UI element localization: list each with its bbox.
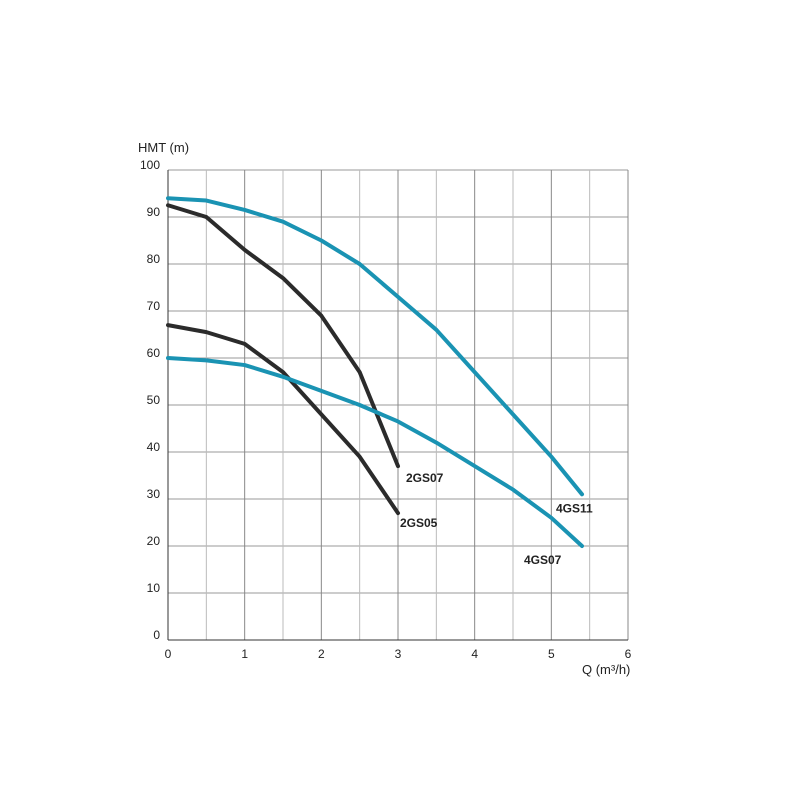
y-tick-label: 20 [147, 534, 161, 548]
y-tick-label: 10 [147, 581, 161, 595]
y-tick-label: 30 [147, 487, 161, 501]
series-label: 2GS07 [406, 471, 444, 485]
series-line [166, 323, 400, 516]
x-tick-label: 1 [241, 647, 248, 661]
x-tick-label: 4 [471, 647, 478, 661]
series-label: 2GS05 [400, 516, 438, 530]
y-tick-label: 100 [140, 158, 160, 172]
x-tick-label: 5 [548, 647, 555, 661]
series-label: 4GS07 [524, 553, 562, 567]
y-tick-label: 0 [153, 628, 160, 642]
x-tick-label: 2 [318, 647, 325, 661]
x-tick-label: 0 [165, 647, 172, 661]
y-tick-label: 80 [147, 252, 161, 266]
y-tick-label: 90 [147, 205, 161, 219]
y-tick-label: 60 [147, 346, 161, 360]
x-axis-label: Q (m³/h) [582, 662, 630, 677]
series-line [166, 196, 584, 497]
x-tick-label: 6 [625, 647, 632, 661]
x-tick-label: 3 [395, 647, 402, 661]
y-axis-label: HMT (m) [138, 140, 189, 155]
series-label: 4GS11 [556, 501, 593, 515]
series-line [166, 203, 400, 469]
series-line [166, 356, 584, 548]
y-tick-label: 70 [147, 299, 161, 313]
y-tick-label: 40 [147, 440, 161, 454]
y-tick-label: 50 [147, 393, 161, 407]
